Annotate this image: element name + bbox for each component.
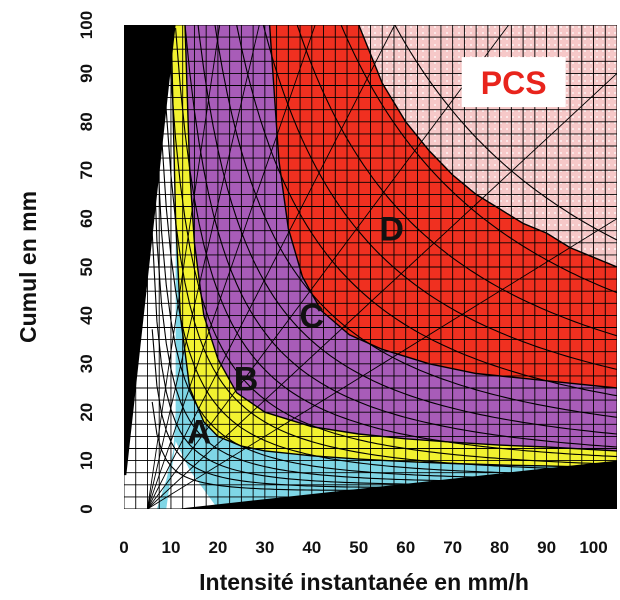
x-axis-title: Intensité instantanée en mm/h	[199, 569, 529, 595]
zone-boundary-line	[170, 25, 617, 469]
excluded-region-1	[124, 25, 176, 476]
y-tick-label: 10	[77, 451, 96, 470]
fan-line	[147, 72, 617, 509]
zone-label-b: B	[234, 360, 259, 398]
outside-region-bottom	[166, 441, 218, 509]
iso-curve	[151, 329, 617, 489]
chart-labels: AB C D PCS 0 10 20 30 40 50 60 70 80 90 100 0 10 20 30 40 50…	[15, 11, 608, 595]
x-tick-label: 0	[119, 538, 128, 557]
y-tick-label: 20	[77, 403, 96, 422]
fan-line	[147, 25, 510, 509]
x-tick-label: 40	[302, 538, 321, 557]
zone-label-c: C	[300, 297, 325, 335]
x-tick-label: 70	[443, 538, 462, 557]
iso-curve	[151, 401, 617, 491]
fan-line	[147, 25, 221, 509]
fan-line	[147, 25, 316, 509]
x-tick-label: 10	[161, 538, 180, 557]
zone-boundary-line	[184, 25, 617, 452]
zone-label-pcs: PCS	[481, 65, 547, 101]
x-tick-label: 50	[349, 538, 368, 557]
zone-boundary-line	[268, 25, 617, 389]
iso-curve	[167, 25, 617, 465]
iso-curve	[214, 25, 617, 418]
iso-curve	[175, 28, 617, 458]
y-tick-label: 100	[77, 11, 96, 39]
x-tick-label: 100	[579, 538, 607, 557]
zone-label-a: A	[187, 414, 212, 452]
iso-curve	[156, 143, 617, 480]
x-tick-label: 20	[208, 538, 227, 557]
iso-curve	[161, 25, 617, 471]
x-tick-label: 60	[396, 538, 415, 557]
iso-curve	[151, 111, 617, 483]
zone-boundary-line	[358, 25, 617, 268]
zone-label-d: D	[379, 210, 404, 248]
iso-curve	[296, 25, 617, 337]
pcs-label-box	[461, 57, 566, 108]
iso-curve	[197, 25, 617, 435]
x-tick-label: 80	[490, 538, 509, 557]
x-tick-label: 90	[537, 538, 556, 557]
iso-curve	[184, 25, 617, 448]
iso-curve	[236, 25, 617, 397]
fan-line	[147, 25, 395, 509]
y-tick-label: 0	[77, 504, 96, 513]
iso-curve	[151, 232, 617, 486]
y-tick-label: 70	[77, 161, 96, 180]
y-tick-label: 50	[77, 258, 96, 277]
y-tick-label: 60	[77, 209, 96, 228]
iso-curve	[394, 25, 617, 241]
y-tick-label: 80	[77, 112, 96, 131]
y-tick-label: 40	[77, 306, 96, 325]
x-tick-label: 30	[255, 538, 274, 557]
iso-curves	[147, 25, 617, 509]
iso-curve	[156, 25, 617, 476]
y-tick-label: 90	[77, 64, 96, 83]
y-axis-title: Cumul en mm	[15, 191, 41, 343]
fan-line	[147, 218, 617, 509]
iso-curve	[262, 25, 617, 370]
y-tick-label: 30	[77, 354, 96, 373]
fan-line	[147, 25, 260, 509]
